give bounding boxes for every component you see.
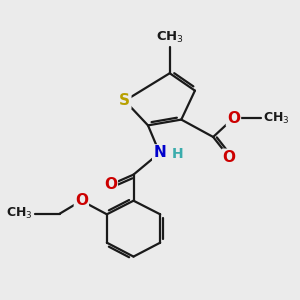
Text: O: O [227,111,240,126]
Text: CH$_3$: CH$_3$ [6,206,33,221]
Text: S: S [119,93,130,108]
Text: O: O [75,193,88,208]
Text: O: O [104,177,117,192]
Text: N: N [153,146,166,160]
Text: H: H [172,147,183,161]
Text: CH$_3$: CH$_3$ [263,111,290,126]
Text: CH$_3$: CH$_3$ [156,30,184,45]
Text: O: O [223,150,236,165]
